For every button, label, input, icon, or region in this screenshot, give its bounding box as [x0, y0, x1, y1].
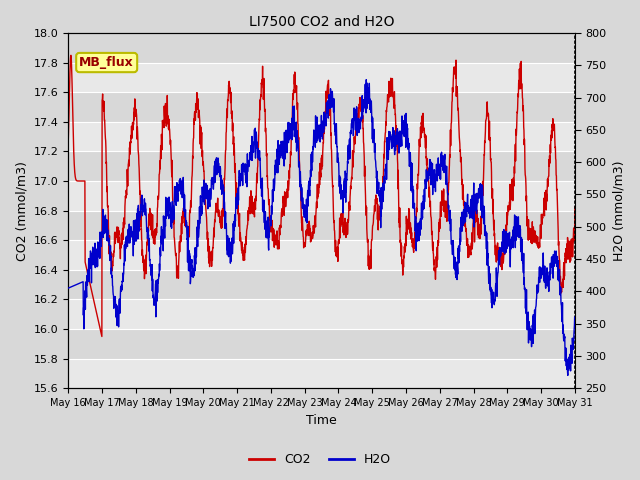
- X-axis label: Time: Time: [306, 414, 337, 427]
- Title: LI7500 CO2 and H2O: LI7500 CO2 and H2O: [249, 15, 394, 29]
- Bar: [68, 62, 575, 92]
- Text: MB_flux: MB_flux: [79, 56, 134, 69]
- Bar: [68, 33, 575, 62]
- Bar: [68, 92, 575, 122]
- Bar: [68, 181, 575, 211]
- Bar: [68, 329, 575, 359]
- Bar: [68, 240, 575, 270]
- Y-axis label: H2O (mmol/m3): H2O (mmol/m3): [612, 160, 625, 261]
- Bar: [68, 151, 575, 181]
- Bar: [68, 122, 575, 151]
- Bar: [68, 270, 575, 300]
- Bar: [68, 300, 575, 329]
- Legend: CO2, H2O: CO2, H2O: [244, 448, 396, 471]
- Bar: [68, 359, 575, 388]
- Bar: [68, 211, 575, 240]
- Y-axis label: CO2 (mmol/m3): CO2 (mmol/m3): [15, 161, 28, 261]
